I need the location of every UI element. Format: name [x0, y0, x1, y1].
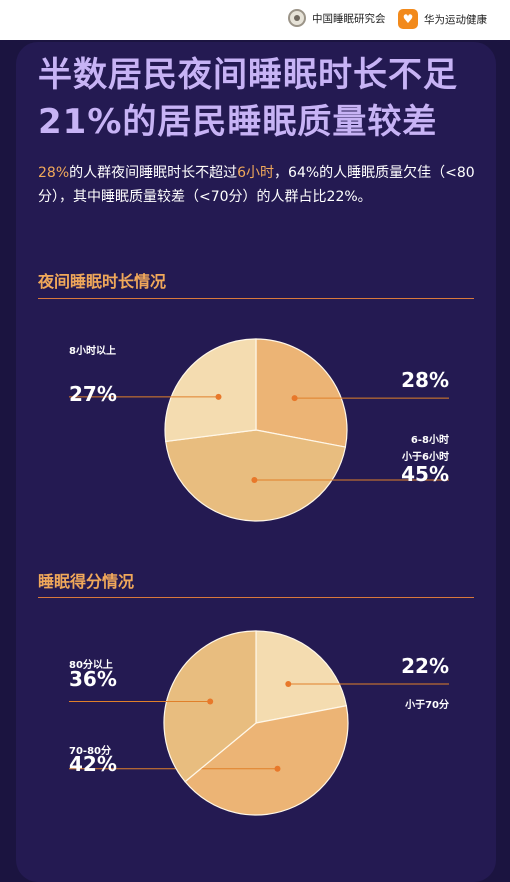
- slice-value-label: 42%: [69, 752, 117, 776]
- seal-icon: [288, 9, 306, 27]
- section-title-sleep-score: 睡眠得分情况: [38, 572, 135, 591]
- slice-category-label: 70-80分: [69, 744, 111, 757]
- sleep-duration-pie-chart: 28% 小于6小时 45% 6-8小时 27% 8小时以上: [0, 300, 510, 560]
- section-title-sleep-duration: 夜间睡眠时长情况: [38, 272, 167, 291]
- slice-category-label: 80分以上: [69, 658, 113, 671]
- intro-text: 28%的人群夜间睡眠时长不超过6小时，64%的人睡眠质量欠佳（<80分），其中睡…: [38, 161, 478, 209]
- page-title: 半数居民夜间睡眠时长不足 21%的居民睡眠质量较差: [38, 52, 478, 146]
- pie-slice: [163, 630, 257, 783]
- top-bar: 中国睡眠研究会 ♥ 华为运动健康: [0, 0, 510, 40]
- leader-dot: [274, 765, 281, 772]
- section-divider: [38, 597, 474, 598]
- slice-value-label: 45%: [401, 462, 449, 486]
- org2-logo: ♥ 华为运动健康: [398, 9, 487, 29]
- slice-category-label: 小于70分: [404, 698, 449, 711]
- org1-logo: 中国睡眠研究会: [288, 9, 386, 27]
- leader-dot: [285, 681, 292, 687]
- pie-slice: [164, 338, 257, 443]
- title-line-2: 21%的居民睡眠质量较差: [38, 102, 438, 142]
- title-line-1: 半数居民夜间睡眠时长不足: [38, 55, 458, 95]
- sleep-score-pie-chart: 22% 小于70分 42% 70-80分 36% 80分以上: [0, 598, 510, 858]
- leader-dot: [215, 393, 222, 400]
- pie-slice: [255, 338, 348, 448]
- slice-category-label: 8小时以上: [69, 344, 116, 357]
- pie-slice: [184, 705, 349, 816]
- pie-slice: [165, 429, 347, 522]
- intro-highlight-1: 28%: [38, 165, 70, 181]
- leader-dot: [251, 477, 258, 483]
- slice-value-label: 22%: [401, 654, 449, 678]
- pie-slice: [255, 630, 348, 724]
- org1-name: 中国睡眠研究会: [312, 12, 386, 25]
- heart-icon: ♥: [398, 9, 418, 29]
- intro-highlight-2: 6小时: [237, 165, 275, 181]
- intro-text-2: ，64%的人睡眠质量欠佳（<80分），其中睡眠质量较差（<70分）的人群占比22…: [38, 165, 475, 205]
- org2-name: 华为运动健康: [424, 13, 487, 26]
- section-divider: [38, 298, 474, 299]
- intro-text-1: 的人群夜间睡眠时长不超过: [69, 165, 238, 181]
- slice-category-label: 小于6小时: [401, 450, 449, 463]
- slice-category-label: 6-8小时: [411, 433, 449, 446]
- slice-value-label: 36%: [69, 667, 117, 691]
- slice-value-label: 27%: [69, 382, 117, 406]
- leader-dot: [207, 698, 214, 705]
- slice-value-label: 28%: [401, 368, 449, 392]
- leader-dot: [291, 395, 298, 402]
